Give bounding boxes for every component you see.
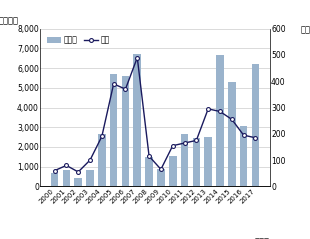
- Bar: [145, 157, 153, 186]
- 件数: [112, 82, 116, 85]
- Bar: [252, 64, 259, 186]
- Bar: [86, 170, 94, 186]
- 件数: [53, 169, 56, 172]
- Y-axis label: （億円）: （億円）: [0, 16, 18, 26]
- Bar: [133, 54, 141, 186]
- 件数: [135, 56, 139, 59]
- Bar: [98, 134, 106, 186]
- Bar: [157, 169, 165, 186]
- Bar: [74, 178, 82, 186]
- Legend: 取引額, 件数: 取引額, 件数: [44, 33, 113, 48]
- Line: 件数: 件数: [53, 56, 257, 174]
- Bar: [181, 134, 188, 186]
- Bar: [122, 76, 129, 186]
- 件数: [183, 141, 186, 144]
- Bar: [110, 74, 117, 186]
- 件数: [76, 171, 80, 174]
- Y-axis label: （件数）: （件数）: [301, 26, 310, 34]
- 件数: [100, 135, 104, 138]
- Bar: [204, 137, 212, 186]
- 件数: [124, 88, 127, 91]
- Bar: [169, 156, 177, 186]
- Bar: [216, 55, 224, 186]
- 件数: [171, 144, 175, 147]
- 件数: [194, 139, 198, 142]
- Bar: [240, 126, 247, 186]
- Bar: [51, 173, 58, 186]
- Text: （年）: （年）: [255, 237, 270, 239]
- 件数: [218, 110, 222, 113]
- 件数: [88, 159, 92, 162]
- 件数: [206, 108, 210, 110]
- Bar: [193, 138, 200, 186]
- 件数: [64, 164, 68, 167]
- 件数: [254, 136, 257, 139]
- Bar: [63, 170, 70, 186]
- Bar: [228, 82, 236, 186]
- 件数: [147, 155, 151, 158]
- 件数: [230, 118, 234, 121]
- 件数: [159, 168, 163, 171]
- 件数: [242, 134, 246, 137]
